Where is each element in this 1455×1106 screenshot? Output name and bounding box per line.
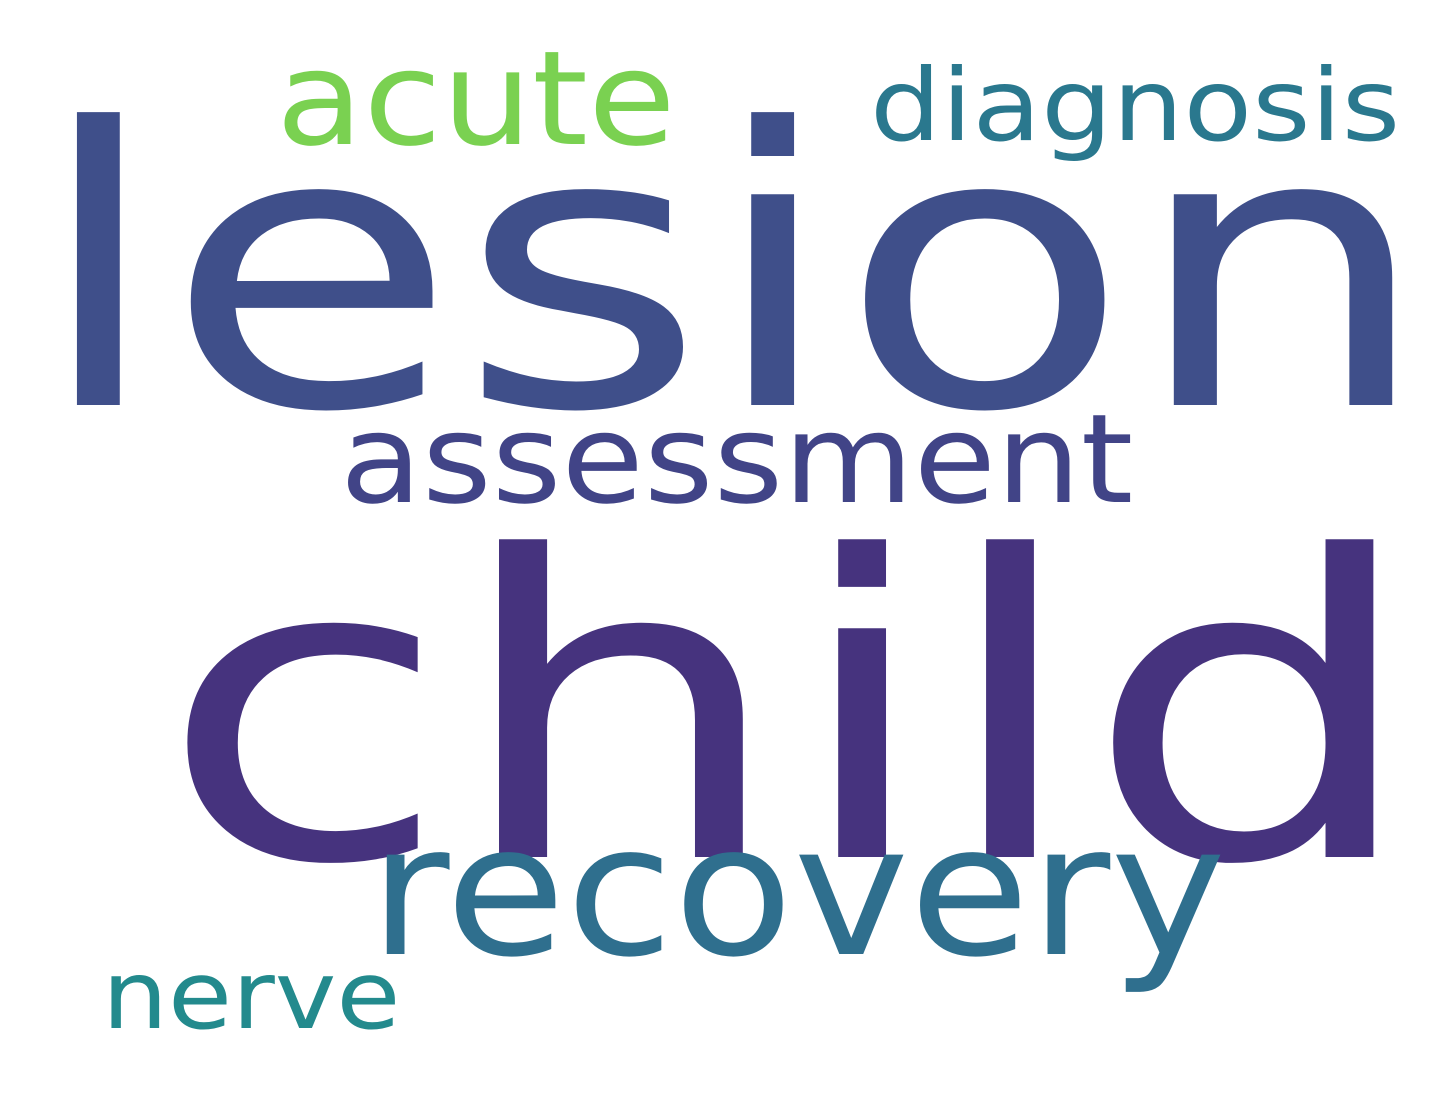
word-recovery: recovery <box>369 785 1227 998</box>
word-child: child <box>158 469 1423 957</box>
word-diagnosis: diagnosis <box>870 46 1401 164</box>
word-nerve: nerve <box>102 940 401 1051</box>
word-acute: acute <box>276 22 676 176</box>
word-lesion: lesion <box>31 46 1433 496</box>
word-assessment: assessment <box>340 388 1134 533</box>
